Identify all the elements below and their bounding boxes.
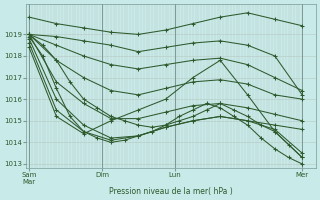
X-axis label: Pression niveau de la mer( hPa ): Pression niveau de la mer( hPa ) bbox=[109, 187, 233, 196]
